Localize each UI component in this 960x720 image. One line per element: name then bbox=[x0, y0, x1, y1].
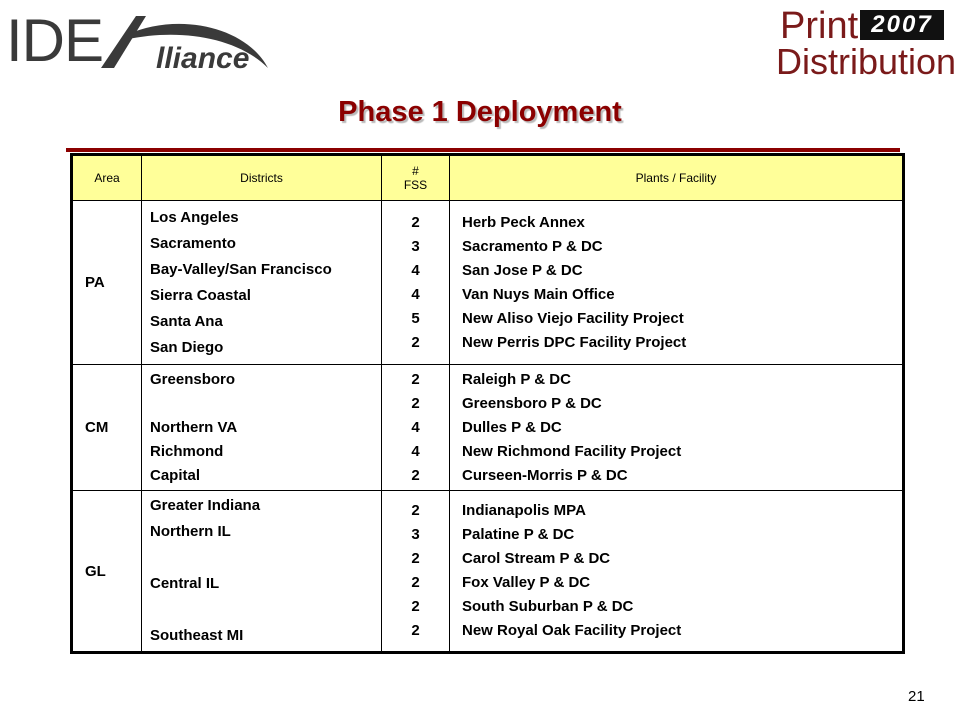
plants-cell: Herb Peck Annex Sacramento P & DC San Jo… bbox=[449, 200, 904, 365]
district-item: Capital bbox=[150, 466, 201, 484]
area-cell: PA bbox=[71, 200, 142, 365]
logo-ide-text: IDE bbox=[6, 7, 104, 74]
header-plants: Plants / Facility bbox=[449, 154, 904, 201]
area-cell: GL bbox=[71, 490, 142, 653]
district-item: Central IL bbox=[150, 575, 220, 592]
district-item bbox=[150, 545, 381, 571]
header-districts: Districts bbox=[141, 154, 382, 201]
fss-cell: 2 2 4 4 2 bbox=[381, 364, 450, 491]
fss-value: 2 bbox=[411, 394, 420, 412]
district-item: Sacramento bbox=[150, 234, 236, 252]
plants-cell: Raleigh P & DC Greensboro P & DC Dulles … bbox=[449, 364, 904, 491]
fss-value: 4 bbox=[411, 442, 420, 460]
table-row: PA Los Angeles Sacramento Bay-Valley/San… bbox=[71, 200, 904, 365]
logo-distribution-text: Distribution bbox=[776, 41, 957, 82]
district-item: Greater Indiana bbox=[150, 497, 261, 514]
plant-item: Curseen-Morris P & DC bbox=[462, 466, 628, 484]
fss-value: 2 bbox=[411, 333, 420, 351]
logo-year-badge: 2007 bbox=[860, 10, 944, 40]
plant-item: Fox Valley P & DC bbox=[462, 574, 591, 591]
plants-cell: Indianapolis MPA Palatine P & DC Carol S… bbox=[449, 490, 904, 653]
fss-value: 4 bbox=[411, 285, 420, 303]
fss-value: 2 bbox=[411, 622, 420, 639]
fss-value: 4 bbox=[411, 418, 420, 436]
table-header-row: Area Districts # FSS Plants / Facility bbox=[71, 154, 904, 201]
idealliance-logo: IDE lliance bbox=[6, 6, 276, 76]
fss-value: 5 bbox=[411, 309, 420, 327]
plant-item: Sacramento P & DC bbox=[462, 237, 603, 255]
plant-item: Raleigh P & DC bbox=[462, 370, 571, 388]
logo-print-text: Print bbox=[780, 5, 859, 47]
fss-cell: 2 3 4 4 5 2 bbox=[381, 200, 450, 365]
fss-value: 3 bbox=[411, 237, 420, 255]
districts-cell: Los Angeles Sacramento Bay-Valley/San Fr… bbox=[141, 200, 382, 365]
plant-item: San Jose P & DC bbox=[462, 261, 583, 279]
plant-item: New Perris DPC Facility Project bbox=[462, 333, 687, 351]
logo-alliance-text: lliance bbox=[156, 42, 250, 75]
fss-value: 2 bbox=[411, 466, 420, 484]
district-item: Santa Ana bbox=[150, 312, 223, 330]
district-item: Los Angeles bbox=[150, 208, 239, 226]
header-fss-line2: FSS bbox=[403, 178, 428, 192]
alliance-swoosh-icon bbox=[101, 16, 268, 68]
district-item: Northern IL bbox=[150, 523, 231, 540]
header-fss: # FSS bbox=[381, 154, 450, 201]
district-item: Northern VA bbox=[150, 418, 238, 436]
plant-item: Dulles P & DC bbox=[462, 418, 562, 436]
fss-value: 4 bbox=[411, 261, 420, 279]
fss-value: 3 bbox=[411, 526, 420, 543]
district-item: San Diego bbox=[150, 338, 224, 356]
title-divider bbox=[66, 148, 900, 152]
district-item: Bay-Valley/San Francisco bbox=[150, 260, 332, 278]
district-item bbox=[150, 597, 381, 623]
fss-value: 2 bbox=[411, 550, 420, 567]
district-item: Southeast MI bbox=[150, 627, 244, 644]
plant-item: Carol Stream P & DC bbox=[462, 550, 611, 567]
districts-cell: Greensboro Northern VA Richmond Capital bbox=[141, 364, 382, 491]
header-area: Area bbox=[71, 154, 142, 201]
fss-value: 2 bbox=[411, 598, 420, 615]
plant-item: Palatine P & DC bbox=[462, 526, 575, 543]
fss-value: 2 bbox=[411, 370, 420, 388]
deployment-table: Area Districts # FSS Plants / Facility P… bbox=[70, 153, 905, 654]
area-cell: CM bbox=[71, 364, 142, 491]
plant-item: South Suburban P & DC bbox=[462, 598, 634, 615]
plant-item: Greensboro P & DC bbox=[462, 394, 602, 412]
plant-item: New Royal Oak Facility Project bbox=[462, 622, 682, 639]
fss-value: 2 bbox=[411, 574, 420, 591]
plant-item: Indianapolis MPA bbox=[462, 502, 586, 519]
plant-item: Van Nuys Main Office bbox=[462, 285, 615, 303]
table-row: GL Greater Indiana Northern IL Central I… bbox=[71, 490, 904, 653]
table-row: CM Greensboro Northern VA Richmond Capit… bbox=[71, 364, 904, 491]
fss-value: 2 bbox=[411, 213, 420, 231]
print-distribution-logo: Print 2007 Distribution bbox=[768, 2, 958, 88]
plant-item: New Richmond Facility Project bbox=[462, 442, 682, 460]
districts-cell: Greater Indiana Northern IL Central IL S… bbox=[141, 490, 382, 653]
district-item: Richmond bbox=[150, 442, 224, 460]
header-fss-line1: # bbox=[412, 164, 419, 178]
slide-title: Phase 1 Deployment bbox=[338, 96, 622, 128]
district-item: Greensboro bbox=[150, 370, 236, 388]
district-item bbox=[150, 392, 381, 416]
district-item: Sierra Coastal bbox=[150, 286, 251, 304]
fss-value: 2 bbox=[411, 502, 420, 519]
plant-item: New Aliso Viejo Facility Project bbox=[462, 309, 684, 327]
fss-cell: 2 3 2 2 2 2 bbox=[381, 490, 450, 653]
plant-item: Herb Peck Annex bbox=[462, 213, 585, 231]
page-number: 21 bbox=[908, 688, 925, 705]
